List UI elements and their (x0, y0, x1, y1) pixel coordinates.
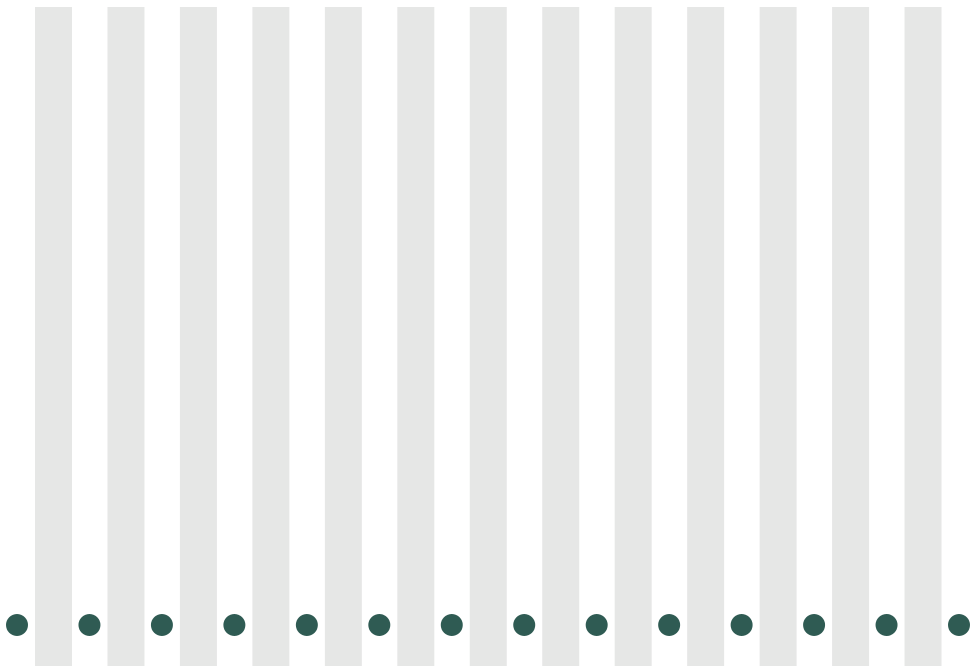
stripe (324, 7, 362, 666)
stripe (904, 7, 942, 666)
stripe (832, 7, 870, 666)
dot (150, 614, 173, 636)
stripe (107, 7, 145, 666)
stripe (397, 7, 435, 666)
stripe (542, 7, 580, 666)
dot (6, 614, 28, 636)
dot (368, 614, 391, 636)
dot-group (6, 614, 970, 636)
dot (658, 614, 681, 636)
stripe (179, 7, 217, 666)
dot (803, 614, 826, 636)
stripe-group (35, 7, 942, 666)
stripe (759, 7, 797, 666)
stripe (687, 7, 725, 666)
dot (513, 614, 536, 636)
dot (223, 614, 246, 636)
dot (295, 614, 318, 636)
dot (948, 614, 970, 636)
dot (730, 614, 753, 636)
stripe (614, 7, 652, 666)
dot (440, 614, 463, 636)
stripe (469, 7, 507, 666)
stripe (252, 7, 290, 666)
dot (585, 614, 608, 636)
dot (78, 614, 101, 636)
stripe (35, 7, 72, 666)
dot (875, 614, 898, 636)
